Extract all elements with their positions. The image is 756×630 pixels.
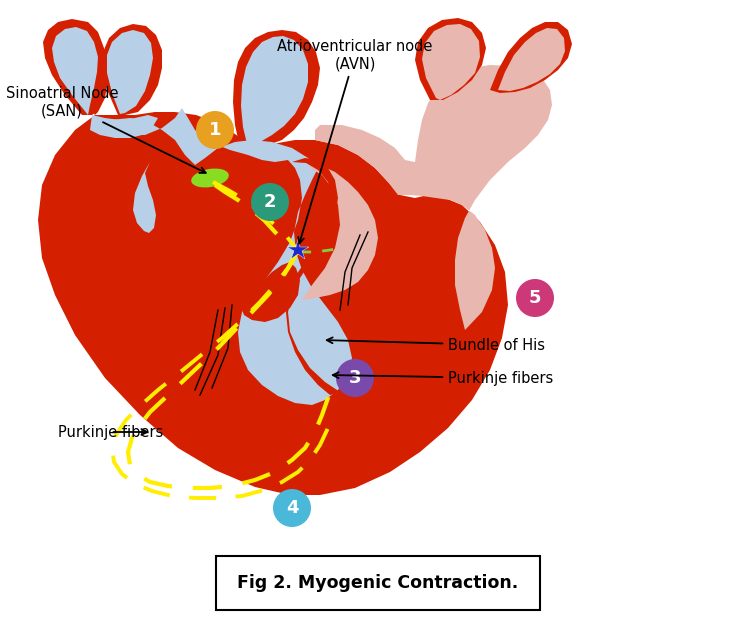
Polygon shape: [286, 158, 340, 395]
Text: 1: 1: [209, 121, 222, 139]
Polygon shape: [38, 112, 508, 495]
Polygon shape: [133, 162, 156, 233]
Polygon shape: [52, 27, 98, 115]
Polygon shape: [302, 165, 378, 300]
FancyBboxPatch shape: [216, 556, 540, 610]
Polygon shape: [490, 22, 572, 93]
Polygon shape: [103, 24, 162, 115]
Polygon shape: [107, 30, 153, 114]
Text: Purkinje fibers: Purkinje fibers: [58, 425, 163, 440]
Polygon shape: [498, 28, 565, 91]
Polygon shape: [241, 36, 308, 148]
Circle shape: [251, 183, 289, 221]
Text: 5: 5: [528, 289, 541, 307]
Polygon shape: [415, 18, 486, 100]
Polygon shape: [128, 160, 158, 238]
Circle shape: [516, 279, 554, 317]
Text: 2: 2: [264, 193, 276, 211]
Circle shape: [273, 489, 311, 527]
Polygon shape: [90, 115, 158, 138]
Text: 3: 3: [349, 369, 361, 387]
Polygon shape: [315, 65, 552, 330]
Text: Bundle of His: Bundle of His: [327, 338, 545, 353]
Ellipse shape: [191, 169, 229, 188]
Circle shape: [196, 111, 234, 149]
Polygon shape: [233, 30, 320, 148]
Circle shape: [336, 359, 374, 397]
Polygon shape: [48, 25, 108, 115]
Text: Sinoatrial Node
(SAN): Sinoatrial Node (SAN): [6, 86, 206, 173]
Text: Atrioventricular node
(AVN): Atrioventricular node (AVN): [277, 39, 432, 243]
Polygon shape: [422, 24, 480, 100]
Text: 4: 4: [286, 499, 299, 517]
Polygon shape: [43, 19, 106, 115]
Polygon shape: [242, 262, 300, 322]
Polygon shape: [92, 108, 352, 405]
Text: Purkinje fibers: Purkinje fibers: [333, 370, 553, 386]
Text: Fig 2. Myogenic Contraction.: Fig 2. Myogenic Contraction.: [237, 574, 519, 592]
